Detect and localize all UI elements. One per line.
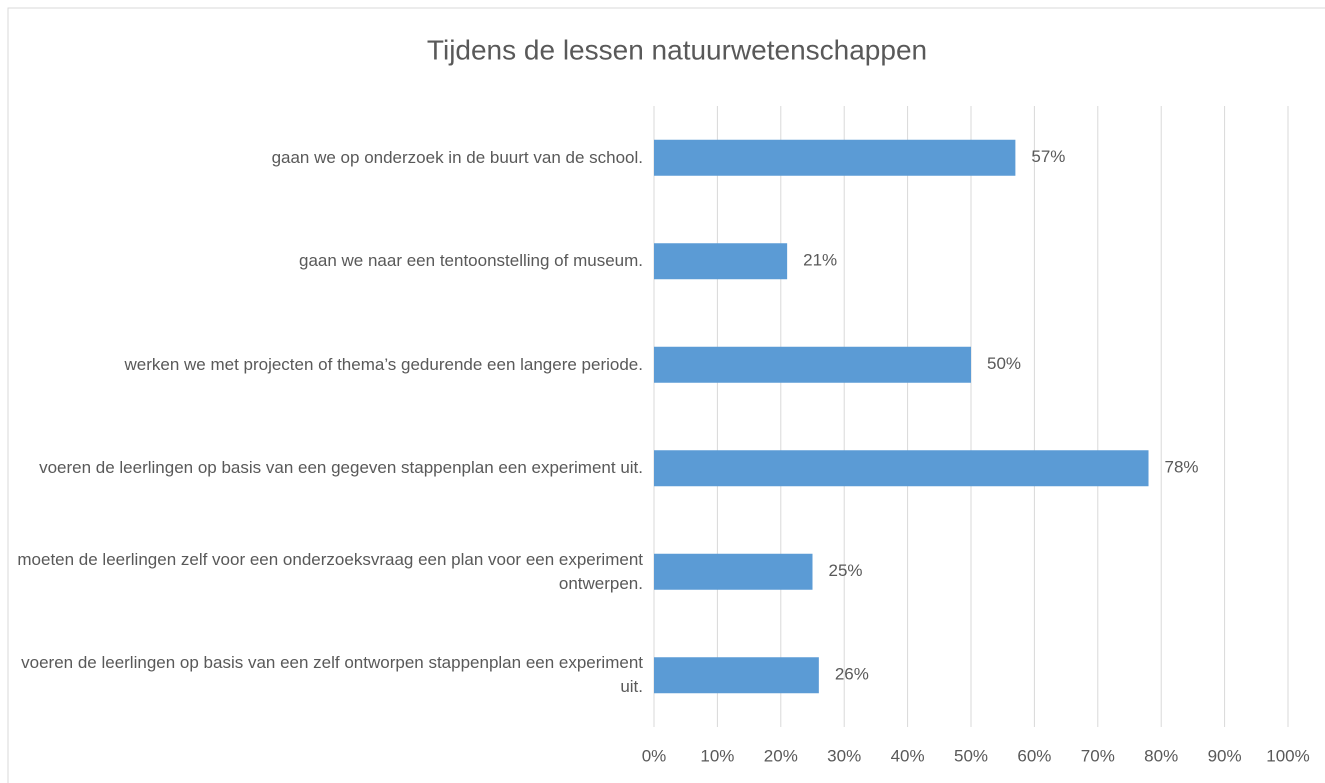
data-label: 26% <box>835 665 869 684</box>
data-label: 50% <box>987 354 1021 373</box>
chart-border <box>7 7 1325 783</box>
bar <box>654 346 971 383</box>
bar <box>654 450 1149 487</box>
y-tick-label: voeren de leerlingen op basis van een ge… <box>39 458 643 478</box>
bar <box>654 139 1016 176</box>
y-tick-label: werken we met projecten of thema’s gedur… <box>124 354 643 374</box>
data-label: 57% <box>1031 147 1065 166</box>
chart-title: Tijdens de lessen natuurwetenschappen <box>427 34 927 65</box>
x-tick-label: 40% <box>891 746 925 765</box>
x-tick-label: 60% <box>1017 746 1051 765</box>
x-tick-label: 90% <box>1208 746 1242 765</box>
data-label: 78% <box>1165 458 1199 477</box>
data-label: 25% <box>829 561 863 580</box>
x-tick-label: 50% <box>954 746 988 765</box>
y-tick-label: gaan we naar een tentoonstelling of muse… <box>298 251 643 271</box>
y-tick-label: moeten de leerlingen zelf voor een onder… <box>17 549 643 593</box>
bar <box>654 657 819 694</box>
x-tick-label: 20% <box>764 746 798 765</box>
x-tick-label: 10% <box>700 746 734 765</box>
x-tick-label: 0% <box>642 746 667 765</box>
bar <box>654 243 788 280</box>
x-tick-label: 70% <box>1081 746 1115 765</box>
x-tick-label: 80% <box>1144 746 1178 765</box>
y-tick-label: voeren de leerlingen op basis van een ze… <box>21 653 643 697</box>
bar <box>654 553 813 590</box>
x-tick-label: 100% <box>1266 746 1309 765</box>
x-tick-label: 30% <box>827 746 861 765</box>
data-label: 21% <box>803 251 837 270</box>
y-tick-label: gaan we op onderzoek in de buurt van de … <box>271 147 643 167</box>
